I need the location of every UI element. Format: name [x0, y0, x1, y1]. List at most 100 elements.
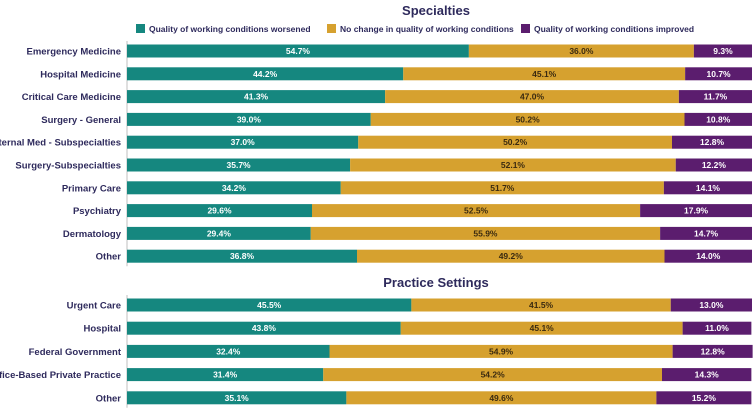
bar-segment-specialties-9-1 — [127, 226, 311, 240]
bar-segment-specialties-4-1 — [127, 112, 371, 126]
data-label-practice-settings-4-3: 14.3% — [695, 370, 720, 380]
bar-segment-specialties-10-1 — [127, 249, 357, 263]
category-label-specialties-8: Psychiatry — [73, 206, 122, 217]
legend-label-2: No change in quality of working conditio… — [340, 24, 514, 34]
bar-segment-specialties-8-1 — [127, 204, 312, 218]
bar-segment-practice-settings-3-2 — [329, 344, 673, 358]
bar-segment-specialties-3-1 — [127, 90, 386, 104]
data-label-practice-settings-1-3: 13.0% — [699, 300, 724, 310]
bar-segment-specialties-3-2 — [385, 90, 679, 104]
category-label-specialties-7: Primary Care — [62, 183, 121, 194]
category-label-practice-settings-1: Urgent Care — [67, 301, 121, 312]
legend-swatch-2 — [327, 24, 336, 33]
bar-segment-specialties-2-3 — [685, 67, 752, 81]
category-label-practice-settings-4: Office-Based Private Practice — [0, 370, 121, 381]
data-label-specialties-7-1: 34.2% — [222, 183, 247, 193]
bar-segment-practice-settings-5-3 — [656, 391, 752, 405]
data-label-specialties-3-1: 41.3% — [244, 92, 269, 102]
legend-label-1: Quality of working conditions worsened — [149, 24, 311, 34]
bar-segment-specialties-9-2 — [310, 226, 661, 240]
data-label-specialties-7-2: 51.7% — [490, 183, 515, 193]
data-label-specialties-10-1: 36.8% — [230, 251, 255, 261]
data-label-specialties-10-3: 14.0% — [696, 251, 721, 261]
data-label-specialties-10-2: 49.2% — [499, 251, 524, 261]
bar-segment-specialties-1-3 — [693, 44, 752, 58]
bar-segment-specialties-2-2 — [403, 67, 686, 81]
bar-segment-specialties-4-3 — [684, 112, 752, 126]
bar-segment-specialties-5-2 — [358, 135, 672, 149]
data-label-specialties-2-2: 45.1% — [532, 69, 557, 79]
data-label-specialties-6-3: 12.2% — [702, 160, 727, 170]
data-label-specialties-4-3: 10.8% — [706, 114, 731, 124]
bar-segment-specialties-1-1 — [127, 44, 469, 58]
bar-segment-specialties-3-3 — [678, 90, 752, 104]
data-label-specialties-1-3: 9.3% — [713, 46, 733, 56]
bar-segment-practice-settings-3-3 — [672, 344, 753, 358]
bar-segment-practice-settings-1-3 — [670, 298, 752, 312]
data-label-specialties-5-1: 37.0% — [231, 137, 256, 147]
data-label-specialties-8-1: 29.6% — [207, 206, 232, 216]
data-label-specialties-1-2: 36.0% — [569, 46, 594, 56]
bar-segment-practice-settings-5-2 — [346, 391, 657, 405]
data-label-practice-settings-5-2: 49.6% — [489, 393, 514, 403]
bar-segment-practice-settings-2-1 — [127, 321, 401, 335]
data-label-specialties-5-2: 50.2% — [503, 137, 528, 147]
chart-title-practice-settings: Practice Settings — [383, 275, 489, 290]
data-label-practice-settings-3-3: 12.8% — [701, 346, 726, 356]
bar-segment-specialties-6-2 — [350, 158, 676, 172]
data-label-practice-settings-2-2: 45.1% — [530, 323, 555, 333]
category-label-specialties-2: Hospital Medicine — [40, 69, 121, 80]
data-label-specialties-9-1: 29.4% — [207, 228, 232, 238]
bar-segment-practice-settings-2-3 — [682, 321, 752, 335]
bar-segment-specialties-2-1 — [127, 67, 404, 81]
data-label-specialties-9-3: 14.7% — [694, 228, 719, 238]
data-label-specialties-9-2: 55.9% — [473, 228, 498, 238]
category-label-practice-settings-3: Federal Government — [29, 347, 122, 358]
data-label-specialties-1-1: 54.7% — [286, 46, 311, 56]
bar-segment-specialties-8-3 — [640, 204, 752, 218]
bar-segment-specialties-10-2 — [357, 249, 665, 263]
data-label-practice-settings-1-2: 41.5% — [529, 300, 554, 310]
category-label-specialties-5: Internal Med - Subspecialties — [0, 138, 121, 149]
data-label-specialties-3-3: 11.7% — [704, 92, 728, 102]
data-label-practice-settings-5-1: 35.1% — [225, 393, 250, 403]
chart-title-specialties: Specialties — [402, 3, 470, 18]
bar-segment-specialties-7-2 — [340, 181, 664, 195]
bar-segment-practice-settings-1-2 — [411, 298, 671, 312]
legend-label-3: Quality of working conditions improved — [534, 24, 694, 34]
category-label-specialties-1: Emergency Medicine — [26, 47, 121, 58]
data-label-practice-settings-3-2: 54.9% — [489, 346, 514, 356]
data-label-specialties-7-3: 14.1% — [696, 183, 721, 193]
bar-segment-specialties-5-3 — [672, 135, 752, 149]
category-label-specialties-3: Critical Care Medicine — [22, 92, 121, 103]
bar-segment-specialties-10-3 — [664, 249, 752, 263]
data-label-specialties-4-2: 50.2% — [516, 114, 541, 124]
legend-swatch-1 — [136, 24, 145, 33]
data-label-specialties-5-3: 12.8% — [700, 137, 725, 147]
bar-segment-practice-settings-1-1 — [127, 298, 412, 312]
data-label-practice-settings-5-3: 15.2% — [692, 393, 717, 403]
data-label-practice-settings-3-1: 32.4% — [216, 346, 241, 356]
data-label-specialties-8-3: 17.9% — [684, 206, 709, 216]
data-label-specialties-6-2: 52.1% — [501, 160, 526, 170]
category-label-specialties-6: Surgery-Subspecialties — [15, 161, 121, 172]
bar-segment-practice-settings-5-1 — [127, 391, 347, 405]
bar-segment-specialties-6-3 — [675, 158, 752, 172]
legend-swatch-3 — [521, 24, 530, 33]
bar-segment-practice-settings-4-1 — [127, 368, 324, 382]
bar-segment-specialties-6-1 — [127, 158, 351, 172]
bar-segment-practice-settings-3-1 — [127, 344, 330, 358]
bar-segment-practice-settings-2-2 — [400, 321, 683, 335]
bar-segment-specialties-5-1 — [127, 135, 359, 149]
bar-segment-practice-settings-4-2 — [323, 368, 662, 382]
data-label-specialties-3-2: 47.0% — [520, 92, 545, 102]
data-label-specialties-4-1: 39.0% — [237, 114, 262, 124]
category-label-specialties-10: Other — [96, 252, 122, 263]
data-label-practice-settings-2-3: 11.0% — [705, 323, 729, 333]
data-label-practice-settings-4-1: 31.4% — [213, 370, 238, 380]
bar-segment-specialties-4-2 — [370, 112, 685, 126]
bar-segment-specialties-9-3 — [660, 226, 752, 240]
data-label-specialties-2-3: 10.7% — [707, 69, 732, 79]
data-label-practice-settings-1-1: 45.5% — [257, 300, 282, 310]
